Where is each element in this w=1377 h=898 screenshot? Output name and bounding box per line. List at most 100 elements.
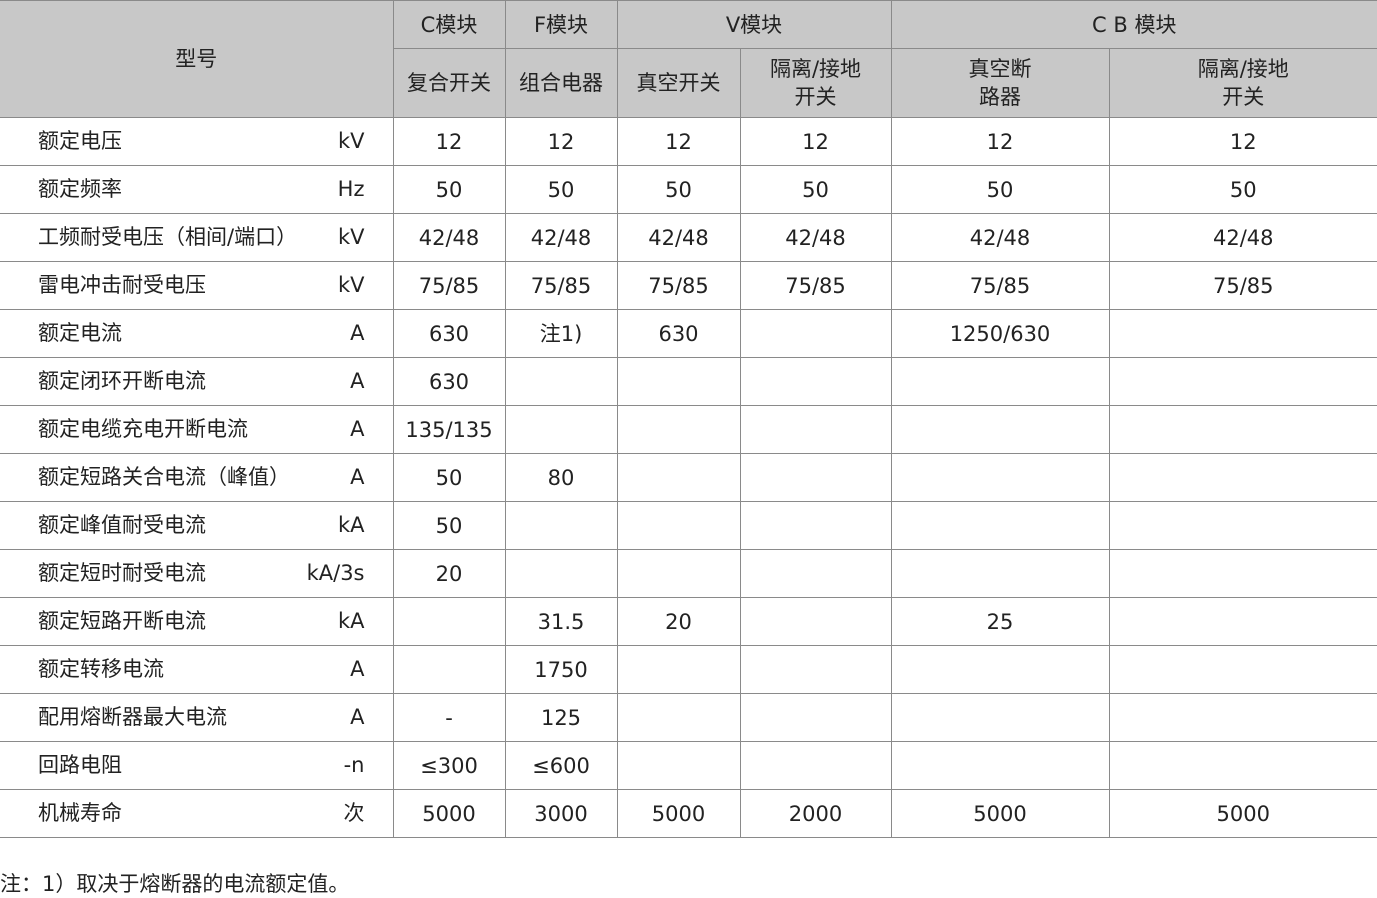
value-cell [1108, 693, 1377, 742]
value-cell [739, 693, 892, 742]
row-unit: A [350, 321, 365, 345]
value-cell: 5000 [1108, 789, 1377, 838]
row-unit: kA [337, 609, 365, 633]
value-cell [739, 309, 892, 358]
value-cell: 42/48 [616, 213, 741, 262]
value-cell: 125 [504, 693, 618, 742]
table-row: 雷电冲击耐受电压 kV 75/85 75/85 75/85 75/85 75/85 75/85 [0, 261, 1377, 310]
value-cell: 42/48 [890, 213, 1110, 262]
value-cell [890, 549, 1110, 598]
value-cell: 42/48 [504, 213, 618, 262]
table-row: 额定闭环开断电流 A 630 [0, 357, 1377, 406]
row-label: 额定转移电流 [38, 657, 164, 681]
row-unit: A [350, 657, 365, 681]
row-label-cell: 额定电流 A [0, 309, 394, 358]
value-cell [616, 405, 741, 454]
value-cell [1108, 501, 1377, 550]
value-cell: 75/85 [1108, 261, 1377, 310]
value-cell: 50 [504, 165, 618, 214]
value-cell: ≤600 [504, 741, 618, 790]
row-label-cell: 额定短路关合电流（峰值） A [0, 453, 394, 502]
value-cell: 25 [890, 597, 1110, 646]
row-label-cell: 额定电压 kV [0, 117, 394, 166]
row-unit: kA [337, 513, 365, 537]
table-row: 额定电压 kV 12 12 12 12 12 12 [0, 117, 1377, 166]
value-cell [1108, 405, 1377, 454]
value-cell: 12 [616, 117, 741, 166]
row-label-cell: 额定转移电流 A [0, 645, 394, 694]
subcolumn-header: 复合开关 [392, 48, 506, 118]
table-row: 额定转移电流 A 1750 [0, 645, 1377, 694]
value-cell: 630 [392, 309, 506, 358]
row-unit: A [350, 369, 365, 393]
value-cell [890, 501, 1110, 550]
group-c-header: C模块 [392, 0, 506, 49]
value-cell: 50 [392, 165, 506, 214]
subcolumn-header: 真空开关 [616, 48, 741, 118]
value-cell [739, 597, 892, 646]
value-cell: 1250/630 [890, 309, 1110, 358]
group-v-header: V模块 [616, 0, 892, 49]
row-label: 额定峰值耐受电流 [38, 513, 206, 537]
value-cell: 50 [392, 501, 506, 550]
value-cell [392, 597, 506, 646]
row-label: 雷电冲击耐受电压 [38, 273, 206, 297]
value-cell: - [392, 693, 506, 742]
value-cell [616, 693, 741, 742]
row-unit: A [350, 465, 365, 489]
value-cell [616, 357, 741, 406]
value-cell: 75/85 [392, 261, 506, 310]
table-row: 额定电缆充电开断电流 A 135/135 [0, 405, 1377, 454]
value-cell: 80 [504, 453, 618, 502]
group-f-header: F模块 [504, 0, 618, 49]
value-cell: 42/48 [739, 213, 892, 262]
value-cell [739, 501, 892, 550]
value-cell [504, 405, 618, 454]
value-cell [890, 453, 1110, 502]
value-cell: 20 [616, 597, 741, 646]
value-cell [739, 645, 892, 694]
row-label: 回路电阻 [38, 753, 122, 777]
value-cell: 50 [739, 165, 892, 214]
row-label: 额定闭环开断电流 [38, 369, 206, 393]
value-cell: 75/85 [739, 261, 892, 310]
value-cell [504, 357, 618, 406]
value-cell [890, 405, 1110, 454]
row-label: 配用熔断器最大电流 [38, 705, 227, 729]
value-cell: 630 [392, 357, 506, 406]
value-cell [1108, 453, 1377, 502]
row-label: 额定电缆充电开断电流 [38, 417, 248, 441]
subcolumn-header: 隔离/接地 开关 [739, 48, 892, 118]
value-cell: 50 [890, 165, 1110, 214]
value-cell: 12 [890, 117, 1110, 166]
row-label-cell: 回路电阻 -n [0, 741, 394, 790]
value-cell [1108, 357, 1377, 406]
value-cell: 50 [616, 165, 741, 214]
row-label-cell: 雷电冲击耐受电压 kV [0, 261, 394, 310]
row-unit: kA/3s [306, 561, 365, 585]
row-label: 额定短路关合电流（峰值） [38, 465, 290, 489]
value-cell: 75/85 [504, 261, 618, 310]
value-cell [1108, 597, 1377, 646]
table-row: 额定短路关合电流（峰值） A 50 80 [0, 453, 1377, 502]
value-cell [739, 357, 892, 406]
value-cell: 135/135 [392, 405, 506, 454]
row-label-cell: 额定频率 Hz [0, 165, 394, 214]
row-label: 额定频率 [38, 177, 122, 201]
row-label: 机械寿命 [38, 801, 122, 825]
value-cell [616, 501, 741, 550]
value-cell [616, 549, 741, 598]
value-cell: 12 [1108, 117, 1377, 166]
subcolumn-header: 隔离/接地 开关 [1108, 48, 1377, 118]
value-cell [739, 405, 892, 454]
value-cell: 2000 [739, 789, 892, 838]
value-cell: 12 [392, 117, 506, 166]
value-cell [739, 453, 892, 502]
row-unit: -n [343, 753, 365, 777]
footnote: 注：1）取决于熔断器的电流额定值。 [0, 872, 350, 896]
table-row: 额定短时耐受电流 kA/3s 20 [0, 549, 1377, 598]
table-row: 额定峰值耐受电流 kA 50 [0, 501, 1377, 550]
value-cell [1108, 741, 1377, 790]
table-row: 回路电阻 -n ≤300 ≤600 [0, 741, 1377, 790]
row-label-cell: 配用熔断器最大电流 A [0, 693, 394, 742]
